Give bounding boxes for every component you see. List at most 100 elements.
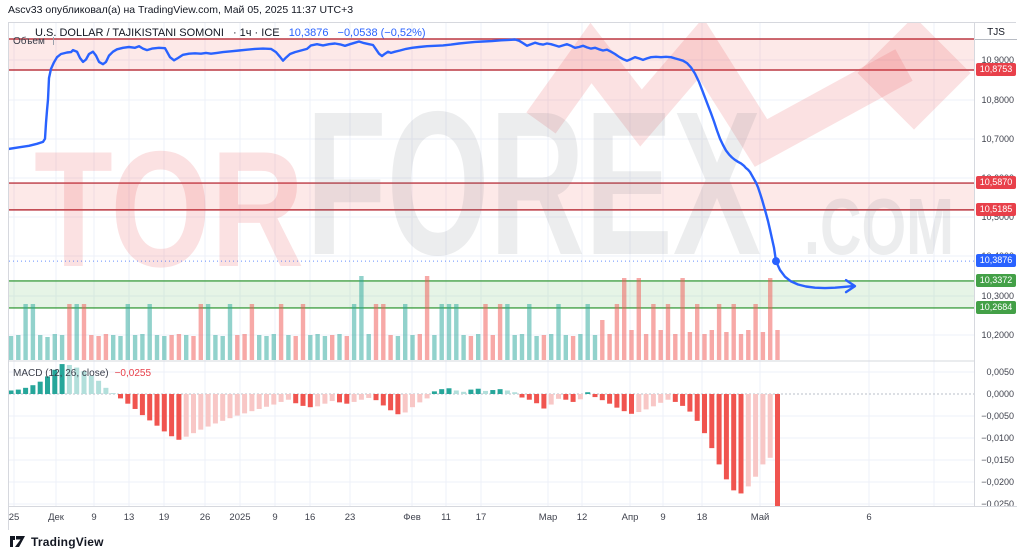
volume-bar — [768, 278, 773, 360]
volume-bar — [118, 336, 123, 360]
tradingview-logo-text: TradingView — [31, 534, 104, 549]
last-price-dot — [772, 257, 780, 266]
time-axis[interactable]: 25 Дек 9 13 19 26 2025 9 16 23 Фев 11 17 Мар 12 Апр 9 18 М… — [9, 506, 1017, 531]
macd-bar — [37, 381, 43, 394]
macd-bar — [607, 394, 613, 404]
macd-bar — [59, 364, 65, 394]
macd-bar — [577, 394, 583, 400]
macd-bar — [380, 394, 386, 406]
time-tick-label: 19 — [158, 512, 170, 523]
volume-bar — [468, 336, 474, 360]
volume-bar — [702, 334, 707, 360]
volume-bar — [731, 304, 736, 360]
macd-bar — [410, 394, 415, 408]
volume-bar — [242, 334, 247, 360]
macd-bar — [556, 394, 561, 399]
macd-bar — [614, 394, 620, 408]
price-axis[interactable]: TJS 10,900010,800010,700010,600010,50001… — [974, 23, 1017, 509]
macd-bar — [468, 389, 474, 394]
volume-bar — [439, 304, 444, 360]
macd-bar — [169, 394, 175, 437]
volume-bar — [746, 330, 751, 360]
price-tick-label: 10,5000 — [981, 212, 1014, 222]
macd-bar — [475, 388, 481, 394]
macd-bar — [702, 394, 707, 434]
volume-bar — [38, 335, 43, 360]
macd-bar — [220, 394, 226, 421]
volume-bar — [9, 336, 14, 360]
volume-bar — [724, 332, 729, 360]
macd-bar — [738, 394, 744, 494]
macd-bar — [512, 392, 518, 394]
macd-bar — [176, 394, 182, 440]
macd-bar — [636, 394, 642, 413]
macd-bar — [519, 394, 525, 398]
volume-bar — [461, 335, 466, 360]
price-badge-resistance: 10,5870 — [976, 176, 1016, 189]
price-badge-resistance: 10,8753 — [976, 63, 1016, 76]
price-line — [9, 38, 778, 263]
tradingview-footer[interactable]: TradingView — [10, 534, 104, 549]
macd-bar — [760, 394, 766, 465]
volume-bar — [658, 330, 663, 360]
price-tick-label: 10,2000 — [981, 330, 1014, 340]
volume-bar — [359, 276, 364, 360]
macd-bar — [271, 394, 277, 405]
price-tick-label: 10,8000 — [981, 95, 1014, 105]
macd-bar — [264, 394, 269, 407]
volume-bar — [162, 336, 167, 360]
macd-tick-label: −0,0200 — [981, 477, 1014, 487]
tradingview-logo-icon — [10, 536, 25, 547]
volume-bar — [67, 304, 72, 360]
volume-bar — [315, 334, 320, 360]
volume-bar — [483, 304, 488, 360]
volume-bar — [505, 304, 510, 360]
macd-bar — [337, 394, 342, 403]
macd-bar — [592, 394, 598, 398]
forecast-arrowhead — [844, 278, 857, 294]
resistance-zone-mid-fill — [9, 183, 974, 210]
volume-bar — [125, 304, 130, 360]
volume-bar — [293, 336, 298, 360]
price-change: −0,0538 (−0,52%) — [337, 27, 426, 39]
macd-bar — [621, 394, 627, 412]
macd-bar — [424, 394, 430, 399]
macd-bar — [775, 394, 780, 506]
macd-value: −0,0255 — [114, 368, 152, 379]
macd-bar — [329, 394, 335, 402]
time-tick-label: 9 — [272, 512, 278, 523]
macd-bar — [585, 392, 591, 394]
price-badge-support: 10,2684 — [976, 301, 1016, 314]
volume-bar — [592, 335, 598, 360]
currency-label: TJS — [987, 27, 1005, 38]
price-zones-layer — [9, 38, 974, 309]
volume-bar — [665, 304, 671, 360]
volume-bar — [59, 335, 65, 360]
volume-bar — [527, 304, 532, 360]
watermark-text-tor: TOR — [34, 117, 304, 301]
macd-bar — [453, 390, 459, 394]
macd-bar — [723, 394, 729, 480]
watermark: TOR FOREX .COM — [34, 23, 971, 301]
volume-bar — [424, 276, 430, 360]
macd-bar — [285, 394, 291, 400]
macd-bar — [417, 394, 423, 403]
macd-tick-label: −0,0250 — [981, 499, 1014, 509]
price-badge-support: 10,3372 — [976, 274, 1016, 287]
macd-bar — [431, 391, 437, 394]
volume-bar — [308, 335, 313, 360]
chart-panel: TOR FOREX .COM U.S. DOLLAR / TAJIKISTANI S… — [8, 22, 1017, 531]
time-tick-label: 26 — [199, 512, 211, 523]
chart-canvas[interactable]: TOR FOREX .COM — [9, 23, 1017, 506]
volume-bar — [176, 334, 182, 360]
macd-tick-label: 0,0000 — [986, 389, 1014, 399]
macd-bar — [358, 394, 364, 400]
volume-label-text: Объем — [13, 36, 45, 47]
volume-bar — [570, 336, 576, 360]
volume-bar — [432, 335, 437, 360]
macd-bar — [45, 376, 50, 394]
volume-bar — [205, 304, 211, 360]
volume-bar — [257, 335, 262, 360]
volume-bar — [476, 334, 481, 360]
time-tick-label: 12 — [576, 512, 588, 523]
